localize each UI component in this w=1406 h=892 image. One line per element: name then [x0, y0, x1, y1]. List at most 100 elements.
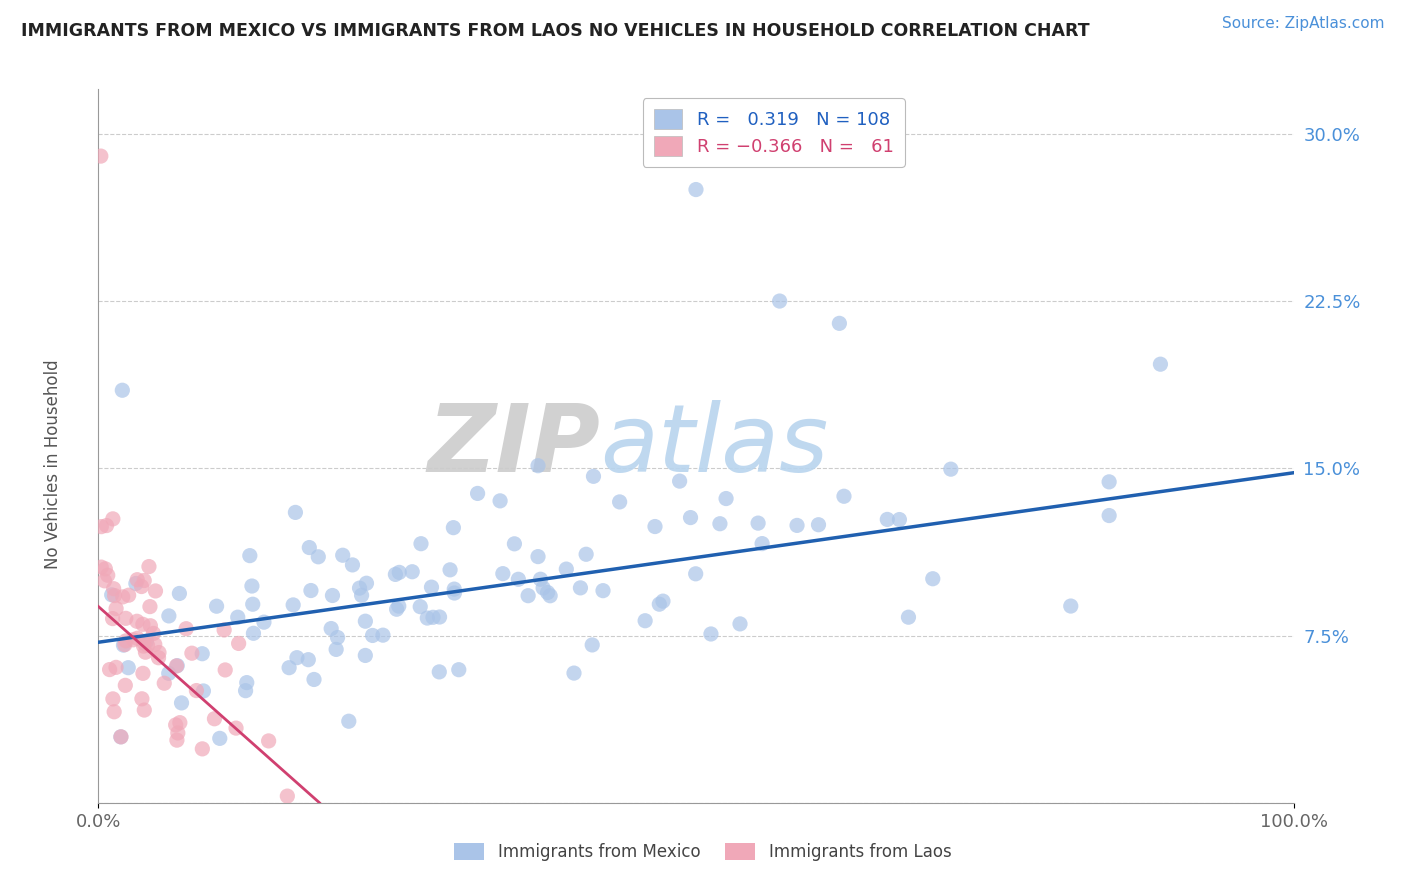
Point — [242, 626, 264, 640]
Point — [349, 581, 371, 595]
Point — [114, 638, 136, 652]
Point — [489, 493, 512, 508]
Point — [679, 510, 702, 524]
Point — [103, 705, 125, 719]
Point — [786, 518, 808, 533]
Point — [166, 726, 188, 740]
Point — [285, 650, 308, 665]
Text: IMMIGRANTS FROM MEXICO VS IMMIGRANTS FROM LAOS NO VEHICLES IN HOUSEHOLD CORRELAT: IMMIGRANTS FROM MEXICO VS IMMIGRANTS FRO… — [21, 22, 1090, 40]
Point — [136, 638, 159, 652]
Point — [298, 541, 321, 555]
Point — [828, 316, 851, 330]
Point — [388, 599, 411, 613]
Point — [685, 566, 707, 581]
Point — [157, 608, 180, 623]
Point — [768, 293, 790, 308]
Point — [93, 574, 115, 588]
Point — [111, 590, 134, 604]
Text: ZIP: ZIP — [427, 400, 600, 492]
Point — [668, 474, 690, 488]
Point — [921, 572, 943, 586]
Point — [384, 567, 406, 582]
Point — [388, 566, 411, 580]
Point — [166, 658, 188, 673]
Point — [492, 566, 515, 581]
Point — [536, 585, 558, 599]
Point — [191, 742, 214, 756]
Point — [236, 675, 259, 690]
Point — [186, 683, 208, 698]
Point — [354, 614, 377, 628]
Point — [191, 647, 214, 661]
Point — [112, 638, 135, 652]
Point — [180, 646, 202, 660]
Point — [132, 617, 155, 632]
Point — [356, 576, 378, 591]
Point — [110, 730, 132, 744]
Point — [429, 610, 451, 624]
Point — [125, 576, 148, 591]
Point — [401, 565, 423, 579]
Point — [90, 149, 112, 163]
Point — [139, 619, 162, 633]
Point — [582, 469, 605, 483]
Point — [132, 636, 155, 650]
Point — [416, 611, 439, 625]
Point — [94, 562, 117, 576]
Point — [302, 673, 325, 687]
Point — [143, 637, 166, 651]
Point — [276, 789, 298, 804]
Point — [170, 696, 193, 710]
Point — [538, 589, 561, 603]
Point — [235, 683, 257, 698]
Point — [354, 648, 377, 663]
Point — [212, 623, 235, 637]
Point — [105, 660, 128, 674]
Point — [134, 703, 156, 717]
Point — [527, 549, 550, 564]
Point — [169, 715, 191, 730]
Point — [125, 614, 148, 628]
Point — [284, 505, 307, 519]
Point — [350, 588, 373, 602]
Point — [714, 491, 737, 506]
Point — [361, 628, 384, 642]
Point — [127, 573, 149, 587]
Point — [135, 634, 157, 648]
Point — [145, 583, 167, 598]
Point — [100, 588, 122, 602]
Point — [278, 661, 301, 675]
Point — [131, 580, 153, 594]
Point — [90, 560, 112, 574]
Point — [751, 536, 773, 550]
Point — [427, 665, 450, 679]
Point — [644, 519, 666, 533]
Point — [134, 574, 156, 588]
Point — [299, 583, 322, 598]
Point — [214, 663, 236, 677]
Point — [122, 632, 145, 647]
Point — [307, 549, 329, 564]
Point — [226, 610, 249, 624]
Point — [103, 582, 125, 596]
Point — [253, 615, 276, 629]
Point — [420, 580, 443, 594]
Point — [517, 589, 540, 603]
Point — [117, 588, 139, 602]
Point — [132, 639, 155, 653]
Point — [166, 733, 188, 747]
Point — [685, 182, 707, 196]
Point — [529, 572, 551, 586]
Point — [117, 661, 139, 675]
Point — [648, 597, 671, 611]
Point — [257, 734, 280, 748]
Point — [98, 663, 121, 677]
Point — [1060, 599, 1083, 613]
Point — [204, 712, 226, 726]
Point — [747, 516, 769, 530]
Point — [527, 458, 550, 473]
Point — [205, 599, 228, 614]
Point — [193, 684, 215, 698]
Point — [101, 611, 124, 625]
Point — [939, 462, 962, 476]
